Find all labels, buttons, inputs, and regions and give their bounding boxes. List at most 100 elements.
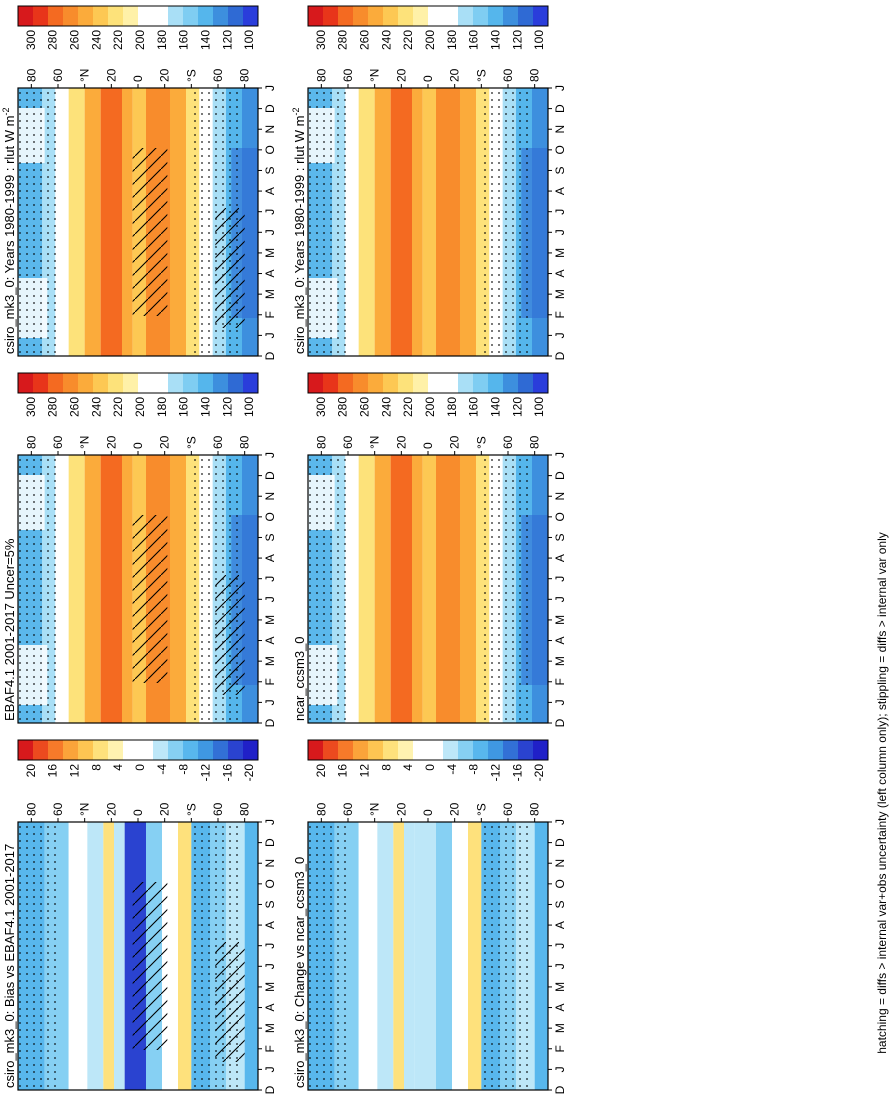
lat-band-9: [178, 822, 192, 1090]
month-tick-label: O: [263, 512, 277, 521]
colorbar-swatch: [338, 740, 354, 760]
colorbar-swatch: [213, 6, 229, 26]
lat-tick-label: 60: [51, 435, 65, 449]
colorbar-label: 240: [379, 30, 393, 50]
colorbar-swatch: [213, 373, 229, 393]
lat-tick-label: 60: [341, 435, 355, 449]
month-tick-label: J: [263, 943, 277, 949]
colorbar-swatch: [228, 373, 244, 393]
month-tick-label: N: [553, 125, 567, 134]
lat-tick-label: 80: [238, 435, 252, 449]
lat-band-6: [122, 455, 133, 723]
lat-tick-label: 60: [501, 802, 515, 816]
panel-title: csiro_mk3_0: Bias vs EBAF4.1 2001-2017: [2, 844, 17, 1088]
lat-band-3: [358, 455, 375, 723]
month-tick-label: M: [263, 982, 277, 992]
lat-band-8: [436, 88, 460, 356]
colorbar-label: 220: [111, 30, 125, 50]
month-tick-label: A: [263, 270, 277, 278]
colorbar-label: -20: [532, 764, 546, 782]
month-tick-label: A: [263, 637, 277, 645]
month-tick-label: D: [263, 351, 277, 360]
colorbar-label: 240: [379, 397, 393, 417]
colorbar-label: 160: [467, 397, 481, 417]
month-tick-label: A: [553, 554, 567, 562]
hatching-south: [215, 942, 245, 1062]
colorbar-label: 220: [401, 30, 415, 50]
month-tick-label: J: [553, 1066, 567, 1072]
colorbar-swatch: [243, 740, 259, 760]
lat-band-9: [460, 455, 476, 723]
colorbar-label: 0: [423, 764, 437, 771]
lat-band-4: [374, 88, 391, 356]
colorbar-frame: [17, 372, 259, 394]
colorbar-swatch: [228, 6, 244, 26]
colorbar-swatch: [413, 6, 429, 26]
month-tick-label: S: [553, 533, 567, 541]
month-tick-label: S: [553, 900, 567, 908]
month-tick-label: J: [553, 576, 567, 582]
month-tick-label: A: [553, 921, 567, 929]
month-tick-label: D: [553, 104, 567, 113]
colorbar-label: 260: [358, 30, 372, 50]
stippling-north: [308, 822, 351, 1090]
lat-tick-label: 0: [131, 75, 145, 82]
colorbar-swatch: [323, 6, 339, 26]
lat-band-5: [100, 88, 122, 356]
colorbar-label: 160: [177, 397, 191, 417]
colorbar-label: 16: [336, 764, 350, 778]
colorbar-swatch: [123, 373, 139, 393]
month-tick-label: D: [263, 471, 277, 480]
lat-band-5: [114, 822, 125, 1090]
colorbar-swatch: [93, 6, 109, 26]
colorbar-label: 200: [423, 30, 437, 50]
plot-area: [18, 455, 258, 723]
month-tick-label: D: [553, 838, 567, 847]
lat-band-3: [87, 822, 104, 1090]
month-tick-label: J: [263, 576, 277, 582]
chart-panel-E: 80 60 °N 20 0 20 °S 60 80DJFMAMJJASONDJcsiro_mk3…: [2, 739, 277, 1094]
colorbar-label: 8: [379, 764, 393, 771]
month-tick-label: M: [553, 656, 567, 666]
colorbar-label: 12: [358, 764, 372, 778]
colorbar-label: 280: [46, 397, 60, 417]
colorbar-label: 220: [111, 397, 125, 417]
colorbar-label: 300: [314, 30, 328, 50]
month-tick-label: J: [553, 943, 567, 949]
lat-tick-label: 80: [238, 68, 252, 82]
lat-band-13: [244, 822, 258, 1090]
month-tick-label: J: [263, 452, 277, 458]
lat-tick-label: 60: [501, 68, 515, 82]
lat-tick-label: °N: [78, 436, 92, 449]
plot-area: [308, 455, 548, 723]
colorbar-swatch: [93, 740, 109, 760]
colorbar-swatch: [93, 373, 109, 393]
colorbar-swatch: [443, 373, 459, 393]
lat-tick-label: 20: [104, 802, 118, 816]
colorbar-swatch: [18, 740, 34, 760]
colorbar-label: 12: [68, 764, 82, 778]
stippling-south: [481, 88, 528, 356]
colorbar-swatch: [168, 6, 184, 26]
month-tick-label: J: [553, 452, 567, 458]
month-tick-label: O: [553, 879, 567, 888]
month-tick-label: J: [263, 699, 277, 705]
colorbar-swatch: [308, 740, 324, 760]
colorbar-swatch: [398, 6, 414, 26]
colorbar-label: 140: [198, 397, 212, 417]
colorbar-swatch: [398, 740, 414, 760]
month-tick-label: M: [553, 982, 567, 992]
month-tick-label: F: [553, 678, 567, 685]
lat-tick-label: °S: [474, 803, 488, 816]
lat-tick-label: 60: [211, 435, 225, 449]
month-tick-label: J: [263, 596, 277, 602]
month-tick-label: M: [553, 289, 567, 299]
colorbar-label: -12: [198, 764, 212, 782]
colorbar-swatch: [533, 740, 549, 760]
colorbar-label: -4: [445, 764, 459, 775]
colorbar-swatch: [338, 373, 354, 393]
stippling-south: [481, 455, 528, 723]
lat-band-2: [358, 822, 378, 1090]
month-tick-label: M: [263, 1023, 277, 1033]
